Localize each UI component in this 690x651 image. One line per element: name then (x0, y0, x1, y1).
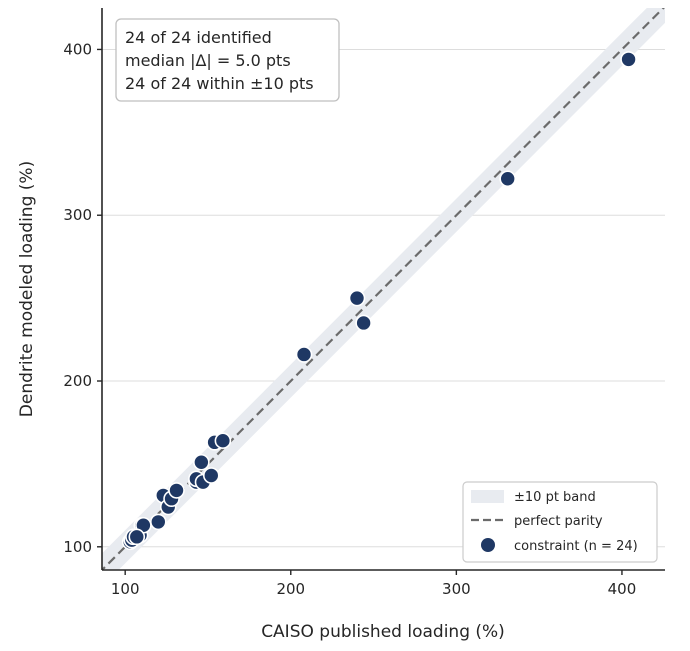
axis-ticks: 100 200 300 400 100 200 300 400 (63, 40, 636, 598)
x-tick-label-100: 100 (111, 580, 140, 598)
data-point-7 (150, 513, 167, 531)
data-point-11 (168, 482, 185, 499)
y-tick-label-200: 200 (63, 372, 92, 390)
legend-frame (462, 481, 658, 563)
y-tick-label-300: 300 (63, 206, 92, 224)
y-tick-label-100: 100 (63, 538, 92, 556)
stats-box-frame (115, 18, 340, 102)
data-points (121, 51, 637, 551)
legend-point-label: constraint (n = 24) (514, 539, 638, 554)
y-tick-label-400: 400 (63, 40, 92, 58)
data-point-22 (499, 170, 516, 188)
data-point-14 (193, 453, 210, 471)
data-point-16 (202, 467, 220, 484)
stats-box: 24 of 24 identified median |Δ| = 5.0 pts… (115, 18, 340, 102)
legend-parity-label: perfect parity (514, 514, 603, 529)
stats-line-identified: 24 of 24 identified (125, 28, 272, 47)
data-point-20 (348, 289, 366, 307)
x-tick-label-400: 400 (608, 580, 637, 598)
legend: ±10 pt band perfect parity constraint (n… (462, 481, 658, 563)
x-axis-label: CAISO published loading (%) (261, 622, 505, 642)
data-point-24 (128, 528, 146, 546)
x-tick-label-200: 200 (276, 580, 305, 598)
data-point-21 (355, 314, 372, 332)
stats-line-median: median |Δ| = 5.0 pts (125, 51, 291, 70)
legend-band-label: ±10 pt band (514, 490, 596, 505)
data-point-19 (295, 346, 313, 363)
legend-band-swatch (471, 490, 504, 503)
data-point-18 (214, 432, 232, 449)
stats-line-within: 24 of 24 within ±10 pts (125, 74, 314, 93)
x-tick-label-300: 300 (442, 580, 471, 598)
y-axis-label: Dendrite modeled loading (%) (17, 161, 37, 417)
data-point-23 (620, 51, 637, 68)
legend-point-swatch (481, 538, 495, 552)
